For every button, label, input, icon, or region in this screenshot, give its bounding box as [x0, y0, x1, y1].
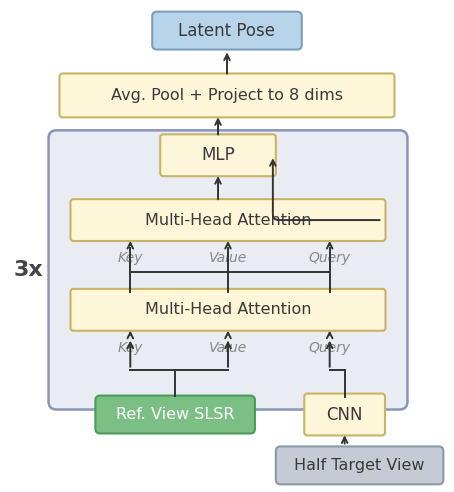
FancyBboxPatch shape	[304, 394, 385, 435]
Text: 3x: 3x	[14, 260, 44, 280]
FancyBboxPatch shape	[152, 12, 302, 50]
Text: Avg. Pool + Project to 8 dims: Avg. Pool + Project to 8 dims	[111, 88, 343, 103]
FancyBboxPatch shape	[160, 134, 276, 176]
Text: Multi-Head Attention: Multi-Head Attention	[145, 302, 311, 317]
Text: Half Target View: Half Target View	[294, 458, 425, 473]
Text: MLP: MLP	[201, 146, 235, 164]
Text: Key: Key	[118, 341, 143, 355]
Text: Query: Query	[309, 251, 351, 265]
Text: Multi-Head Attention: Multi-Head Attention	[145, 213, 311, 228]
Text: CNN: CNN	[326, 405, 363, 424]
FancyBboxPatch shape	[70, 199, 385, 241]
Text: Latent Pose: Latent Pose	[178, 22, 276, 40]
Text: Key: Key	[118, 251, 143, 265]
FancyBboxPatch shape	[49, 130, 407, 409]
Text: Query: Query	[309, 341, 351, 355]
Text: Value: Value	[209, 251, 247, 265]
FancyBboxPatch shape	[70, 289, 385, 331]
Text: Ref. View SLSR: Ref. View SLSR	[116, 407, 234, 422]
FancyBboxPatch shape	[276, 446, 444, 484]
FancyBboxPatch shape	[59, 73, 395, 118]
FancyBboxPatch shape	[95, 396, 255, 433]
Text: Value: Value	[209, 341, 247, 355]
